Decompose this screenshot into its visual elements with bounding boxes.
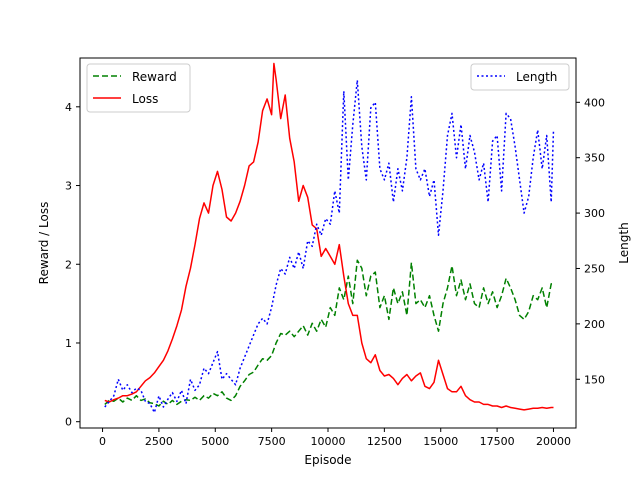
left-axis-label: Reward / Loss [37, 202, 51, 285]
legend-right-box [470, 63, 570, 91]
left-y-tick-label: 4 [65, 101, 72, 114]
right-axis-label: Length [617, 222, 631, 263]
x-tick-label: 12500 [367, 435, 402, 448]
left-y-tick-label: 1 [65, 337, 72, 350]
left-y-tick-label: 0 [65, 416, 72, 429]
series-layer [104, 62, 555, 414]
x-tick-label: 0 [99, 435, 106, 448]
right-y-tick-label: 200 [584, 318, 605, 331]
legend-label-length: Length [516, 70, 557, 84]
left-y-tick-label: 2 [65, 258, 72, 271]
series-loss-line [104, 62, 554, 411]
left-axis-ticks: 0 1 2 3 4 [65, 101, 80, 429]
legend-label-loss: Loss [132, 92, 158, 106]
legend-right: Length [470, 63, 570, 91]
x-axis-label: Episode [304, 453, 351, 467]
right-y-tick-label: 400 [584, 96, 605, 109]
x-tick-label: 7500 [258, 435, 286, 448]
legend-left: Reward Loss [86, 63, 191, 113]
series-reward-line [104, 259, 554, 407]
x-tick-label: 10000 [311, 435, 346, 448]
x-tick-label: 20000 [536, 435, 571, 448]
right-y-tick-label: 250 [584, 262, 605, 275]
x-tick-label: 17500 [480, 435, 515, 448]
series-length-line [104, 79, 555, 414]
x-tick-label: 15000 [423, 435, 458, 448]
x-tick-label: 2500 [145, 435, 173, 448]
x-tick-label: 5000 [201, 435, 229, 448]
right-y-tick-label: 150 [584, 373, 605, 386]
right-y-tick-label: 350 [584, 152, 605, 165]
left-y-tick-label: 3 [65, 180, 72, 193]
legend-label-reward: Reward [132, 70, 177, 84]
x-axis-ticks: 0 2500 5000 7500 10000 12500 15000 17500 20000 [99, 428, 571, 448]
right-axis-ticks: 150 200 250 300 350 400 [576, 96, 605, 386]
right-y-tick-label: 300 [584, 207, 605, 220]
